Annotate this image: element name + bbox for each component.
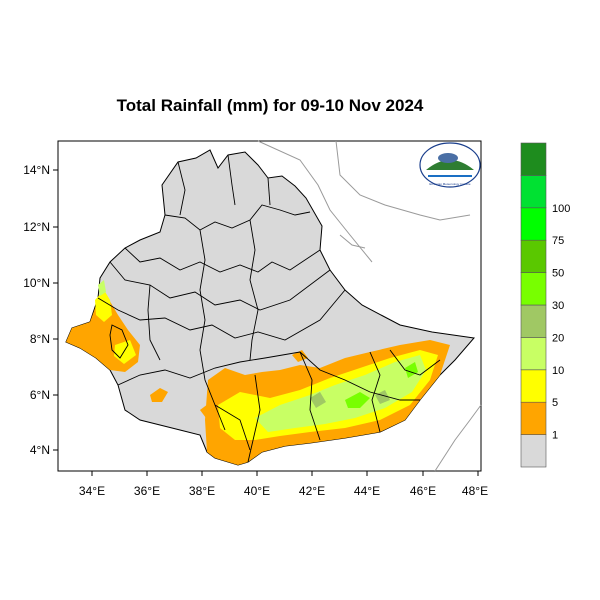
x-tick-label: 36°E <box>134 484 160 498</box>
x-tick-label: 44°E <box>354 484 380 498</box>
colorbar-label: 75 <box>552 235 564 247</box>
colorbar-label: 30 <box>552 300 564 312</box>
colorbar-swatch <box>520 142 547 176</box>
colorbar-label: 20 <box>552 332 564 344</box>
y-tick-label: 6°N <box>30 388 50 402</box>
colorbar-swatch <box>520 175 547 209</box>
x-tick-label: 40°E <box>244 484 270 498</box>
colorbar-label: 10 <box>552 365 564 377</box>
axis-ticks <box>53 169 479 476</box>
x-tick-label: 34°E <box>79 484 105 498</box>
colorbar-label: 1 <box>552 430 558 442</box>
x-tick-label: 46°E <box>410 484 436 498</box>
logo-caption: Ethiopian Meteorology Institute <box>429 182 471 186</box>
colorbar-swatch <box>520 401 547 435</box>
y-tick-label: 10°N <box>23 276 50 290</box>
colorbar-swatch <box>520 239 547 273</box>
neighbor-coastlines <box>257 140 482 472</box>
y-tick-label: 14°N <box>23 163 50 177</box>
colorbar-swatch <box>520 207 547 241</box>
colorbar-swatch <box>520 272 547 306</box>
y-tick-label: 4°N <box>30 443 50 457</box>
colorbar-legend: 1 5 10 20 30 50 75 100 <box>520 142 570 468</box>
colorbar-swatch <box>520 304 547 338</box>
admin-borders <box>97 154 441 463</box>
x-tick-label: 42°E <box>299 484 325 498</box>
x-tick-label: 48°E <box>462 484 488 498</box>
x-tick-label: 38°E <box>189 484 215 498</box>
ethiopian-meteorology-logo: Ethiopian Meteorology Institute <box>419 142 481 188</box>
y-tick-label: 12°N <box>23 220 50 234</box>
colorbar-swatch <box>520 337 547 371</box>
y-tick-label: 8°N <box>30 332 50 346</box>
colorbar-label: 100 <box>552 203 570 215</box>
map-title: Total Rainfall (mm) for 09-10 Nov 2024 <box>116 96 424 115</box>
colorbar-label: 50 <box>552 268 564 280</box>
colorbar-swatch <box>520 434 547 468</box>
colorbar-label: 5 <box>552 397 558 409</box>
colorbar-swatch <box>520 369 547 403</box>
